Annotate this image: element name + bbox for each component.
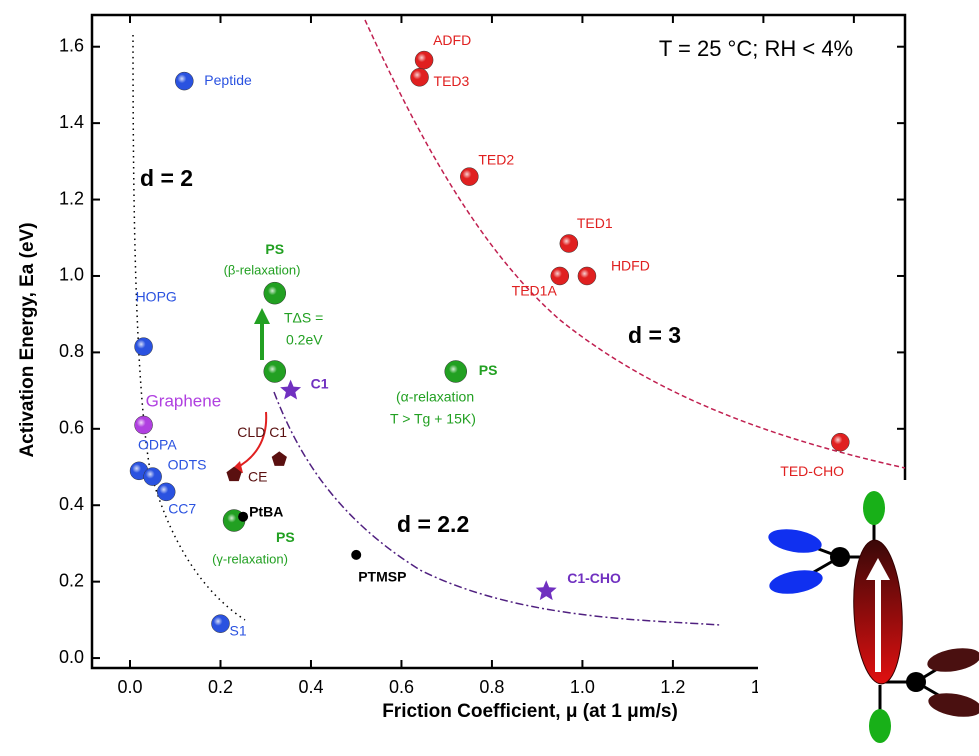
point-label: C1-CHO xyxy=(567,570,621,586)
annotation: 0.2eV xyxy=(286,332,323,348)
y-axis-title: Activation Energy, Ea (eV) xyxy=(17,222,38,457)
point-label: S1 xyxy=(229,622,246,638)
annotation: (β-relaxation) xyxy=(224,262,301,277)
point-gloss xyxy=(552,268,568,284)
point-gloss xyxy=(579,268,595,284)
point-label: Graphene xyxy=(146,391,222,410)
point-label: CE xyxy=(248,468,267,484)
page: {"chart_data":{"type":"scatter", "x_labe… xyxy=(0,0,979,756)
point-gloss xyxy=(136,417,152,433)
point-label: TED2 xyxy=(478,151,514,167)
point-label: TED1A xyxy=(512,283,558,299)
point xyxy=(272,451,287,465)
point-label: PTMSP xyxy=(358,569,406,585)
point-gloss xyxy=(416,52,432,68)
y-tick-label: 0.6 xyxy=(59,418,84,438)
fit-curve-d2 xyxy=(133,35,245,620)
point-gloss xyxy=(461,169,477,185)
x-tick-label: 0.2 xyxy=(208,677,233,697)
y-tick-label: 1.4 xyxy=(59,112,84,132)
annotation: d = 2.2 xyxy=(397,511,469,537)
x-tick-label: 0.4 xyxy=(298,677,323,697)
molecule-diagram xyxy=(758,480,979,751)
point-label: PS xyxy=(479,362,498,378)
point-gloss xyxy=(145,469,161,485)
point-label: PS xyxy=(276,529,295,545)
x-tick-label: 1.0 xyxy=(570,677,595,697)
point-gloss xyxy=(267,363,283,379)
y-tick-label: 0.4 xyxy=(59,494,84,514)
point xyxy=(351,550,361,560)
point xyxy=(536,580,557,600)
point-gloss xyxy=(412,69,428,85)
point-label: ADFD xyxy=(433,32,471,48)
point-label: Peptide xyxy=(204,72,252,88)
point-gloss xyxy=(561,235,577,251)
annotation: T = 25 °C; RH < 4% xyxy=(659,36,853,61)
y-tick-label: 1.2 xyxy=(59,188,84,208)
point-gloss xyxy=(448,363,464,379)
point-gloss xyxy=(136,339,152,355)
point-label: C1 xyxy=(311,375,329,391)
point xyxy=(238,512,248,522)
x-tick-label: 1.2 xyxy=(660,677,685,697)
point-label: TED-CHO xyxy=(780,463,844,479)
point-label: ODPA xyxy=(138,437,177,453)
annotation: d = 2 xyxy=(140,165,193,191)
y-tick-label: 0.8 xyxy=(59,341,84,361)
y-tick-label: 1.0 xyxy=(59,265,84,285)
y-tick-label: 0.2 xyxy=(59,570,84,590)
x-tick-label: 0.6 xyxy=(389,677,414,697)
point-label: TED3 xyxy=(434,73,470,89)
point-label: TED1 xyxy=(577,215,613,231)
y-tick-label: 1.6 xyxy=(59,35,84,55)
point-gloss xyxy=(176,73,192,89)
chart: Friction Coefficient, μ (at 1 μm/s) Acti… xyxy=(0,0,979,751)
point-gloss xyxy=(212,616,228,632)
annotation: (α-relaxation xyxy=(396,389,474,405)
x-tick-label: 0.8 xyxy=(479,677,504,697)
point-label: ODTS xyxy=(168,456,207,472)
point-gloss xyxy=(158,484,174,500)
x-axis-title: Friction Coefficient, μ (at 1 μm/s) xyxy=(382,701,678,722)
point-label: PtBA xyxy=(249,503,283,519)
point-gloss xyxy=(832,434,848,450)
entropy-arrow-head xyxy=(254,308,270,324)
y-tick-label: 0.0 xyxy=(59,647,84,667)
point-label: PS xyxy=(265,241,284,257)
annotation: (γ-relaxation) xyxy=(212,551,288,566)
annotation: TΔS = xyxy=(284,310,323,326)
fit-curve-d22 xyxy=(274,392,720,625)
point-label: HOPG xyxy=(136,288,177,304)
point-label: HDFD xyxy=(611,258,650,274)
point xyxy=(280,380,301,400)
annotation: d = 3 xyxy=(628,322,681,348)
point-gloss xyxy=(267,285,283,301)
point-label: CLD C1 xyxy=(237,424,287,440)
x-tick-label: 0.0 xyxy=(117,677,142,697)
annotation: T > Tg + 15K) xyxy=(390,411,476,427)
point-label: CC7 xyxy=(168,501,196,517)
